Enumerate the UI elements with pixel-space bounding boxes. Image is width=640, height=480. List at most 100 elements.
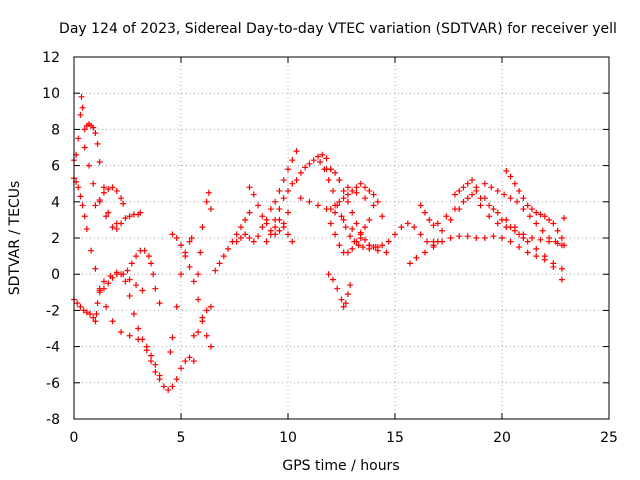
data-point (503, 216, 510, 223)
data-point (165, 387, 172, 394)
data-point (306, 160, 313, 167)
data-point (178, 271, 184, 278)
data-point (280, 177, 287, 184)
data-point (105, 209, 112, 216)
data-point (528, 206, 535, 213)
data-point (481, 180, 488, 187)
data-point (404, 220, 411, 227)
data-point (207, 343, 214, 350)
series-arc-12 (195, 189, 214, 278)
data-point (353, 184, 360, 191)
data-point (520, 195, 527, 202)
data-point (456, 187, 463, 194)
data-point (186, 263, 193, 270)
data-point (342, 300, 349, 307)
data-point (246, 184, 253, 191)
data-point (263, 220, 270, 227)
data-point (314, 153, 321, 160)
data-point (169, 231, 176, 238)
data-point (250, 191, 257, 198)
data-point (81, 144, 88, 151)
data-point (276, 206, 283, 213)
data-point (285, 231, 291, 238)
series-arc-31 (561, 215, 568, 222)
data-point (349, 225, 356, 232)
y-tick-label: 4 (51, 195, 60, 211)
data-point (103, 303, 110, 310)
data-point (550, 220, 557, 227)
data-point (148, 358, 155, 365)
data-point (430, 222, 437, 229)
x-tick-label: 25 (600, 430, 618, 446)
data-point (190, 358, 197, 365)
data-point (362, 224, 369, 231)
data-point (353, 220, 360, 227)
data-point (237, 224, 244, 231)
data-point (417, 231, 424, 238)
data-point (464, 233, 471, 240)
data-point (126, 292, 133, 299)
data-point (285, 166, 291, 173)
data-point (469, 177, 476, 184)
data-point (297, 169, 304, 176)
data-point (488, 184, 495, 191)
y-tick-label: -4 (46, 340, 60, 356)
data-point (233, 231, 240, 238)
data-point (109, 318, 116, 325)
data-point (139, 336, 146, 343)
data-point (537, 211, 544, 218)
data-point (188, 235, 195, 241)
data-point (417, 202, 424, 209)
data-point (169, 334, 176, 341)
axis-ticks (73, 56, 610, 420)
data-point (336, 198, 343, 205)
data-point (255, 233, 262, 240)
data-point (332, 202, 339, 209)
data-point (366, 187, 373, 194)
data-point (289, 238, 296, 245)
data-point (362, 184, 369, 191)
data-point (113, 187, 120, 194)
data-point (302, 164, 309, 171)
data-point (344, 184, 351, 191)
data-point (349, 209, 356, 216)
data-point (103, 213, 110, 220)
data-point (272, 198, 279, 205)
data-point (263, 238, 270, 245)
series-arc-29 (481, 180, 565, 249)
y-tick-label: 10 (42, 86, 60, 102)
data-point (124, 267, 131, 274)
data-point (327, 220, 334, 227)
series-arc-10 (169, 231, 214, 350)
data-point (370, 202, 377, 209)
data-point (342, 224, 349, 231)
data-point (477, 202, 484, 209)
data-point (150, 271, 157, 278)
data-point (490, 233, 497, 240)
data-point (533, 220, 540, 227)
data-point (173, 303, 180, 310)
data-point (464, 180, 471, 187)
data-point (122, 278, 129, 285)
series-arc-13 (212, 209, 253, 274)
data-point (148, 260, 155, 267)
data-point (332, 231, 339, 238)
data-point (526, 213, 533, 220)
data-point (336, 242, 343, 249)
y-tick-label: -6 (46, 376, 60, 392)
data-point (133, 282, 140, 289)
data-point (276, 187, 283, 194)
data-point (205, 189, 212, 196)
data-point (77, 193, 84, 200)
x-tick-label: 5 (177, 430, 186, 446)
data-point (293, 177, 300, 184)
data-point (152, 368, 159, 375)
data-point (520, 235, 527, 241)
data-point (379, 213, 386, 220)
data-point (83, 225, 90, 232)
data-point (477, 195, 484, 202)
data-point (105, 280, 112, 287)
series-arc-05 (92, 184, 127, 209)
data-point (473, 184, 480, 191)
data-point (100, 278, 107, 285)
